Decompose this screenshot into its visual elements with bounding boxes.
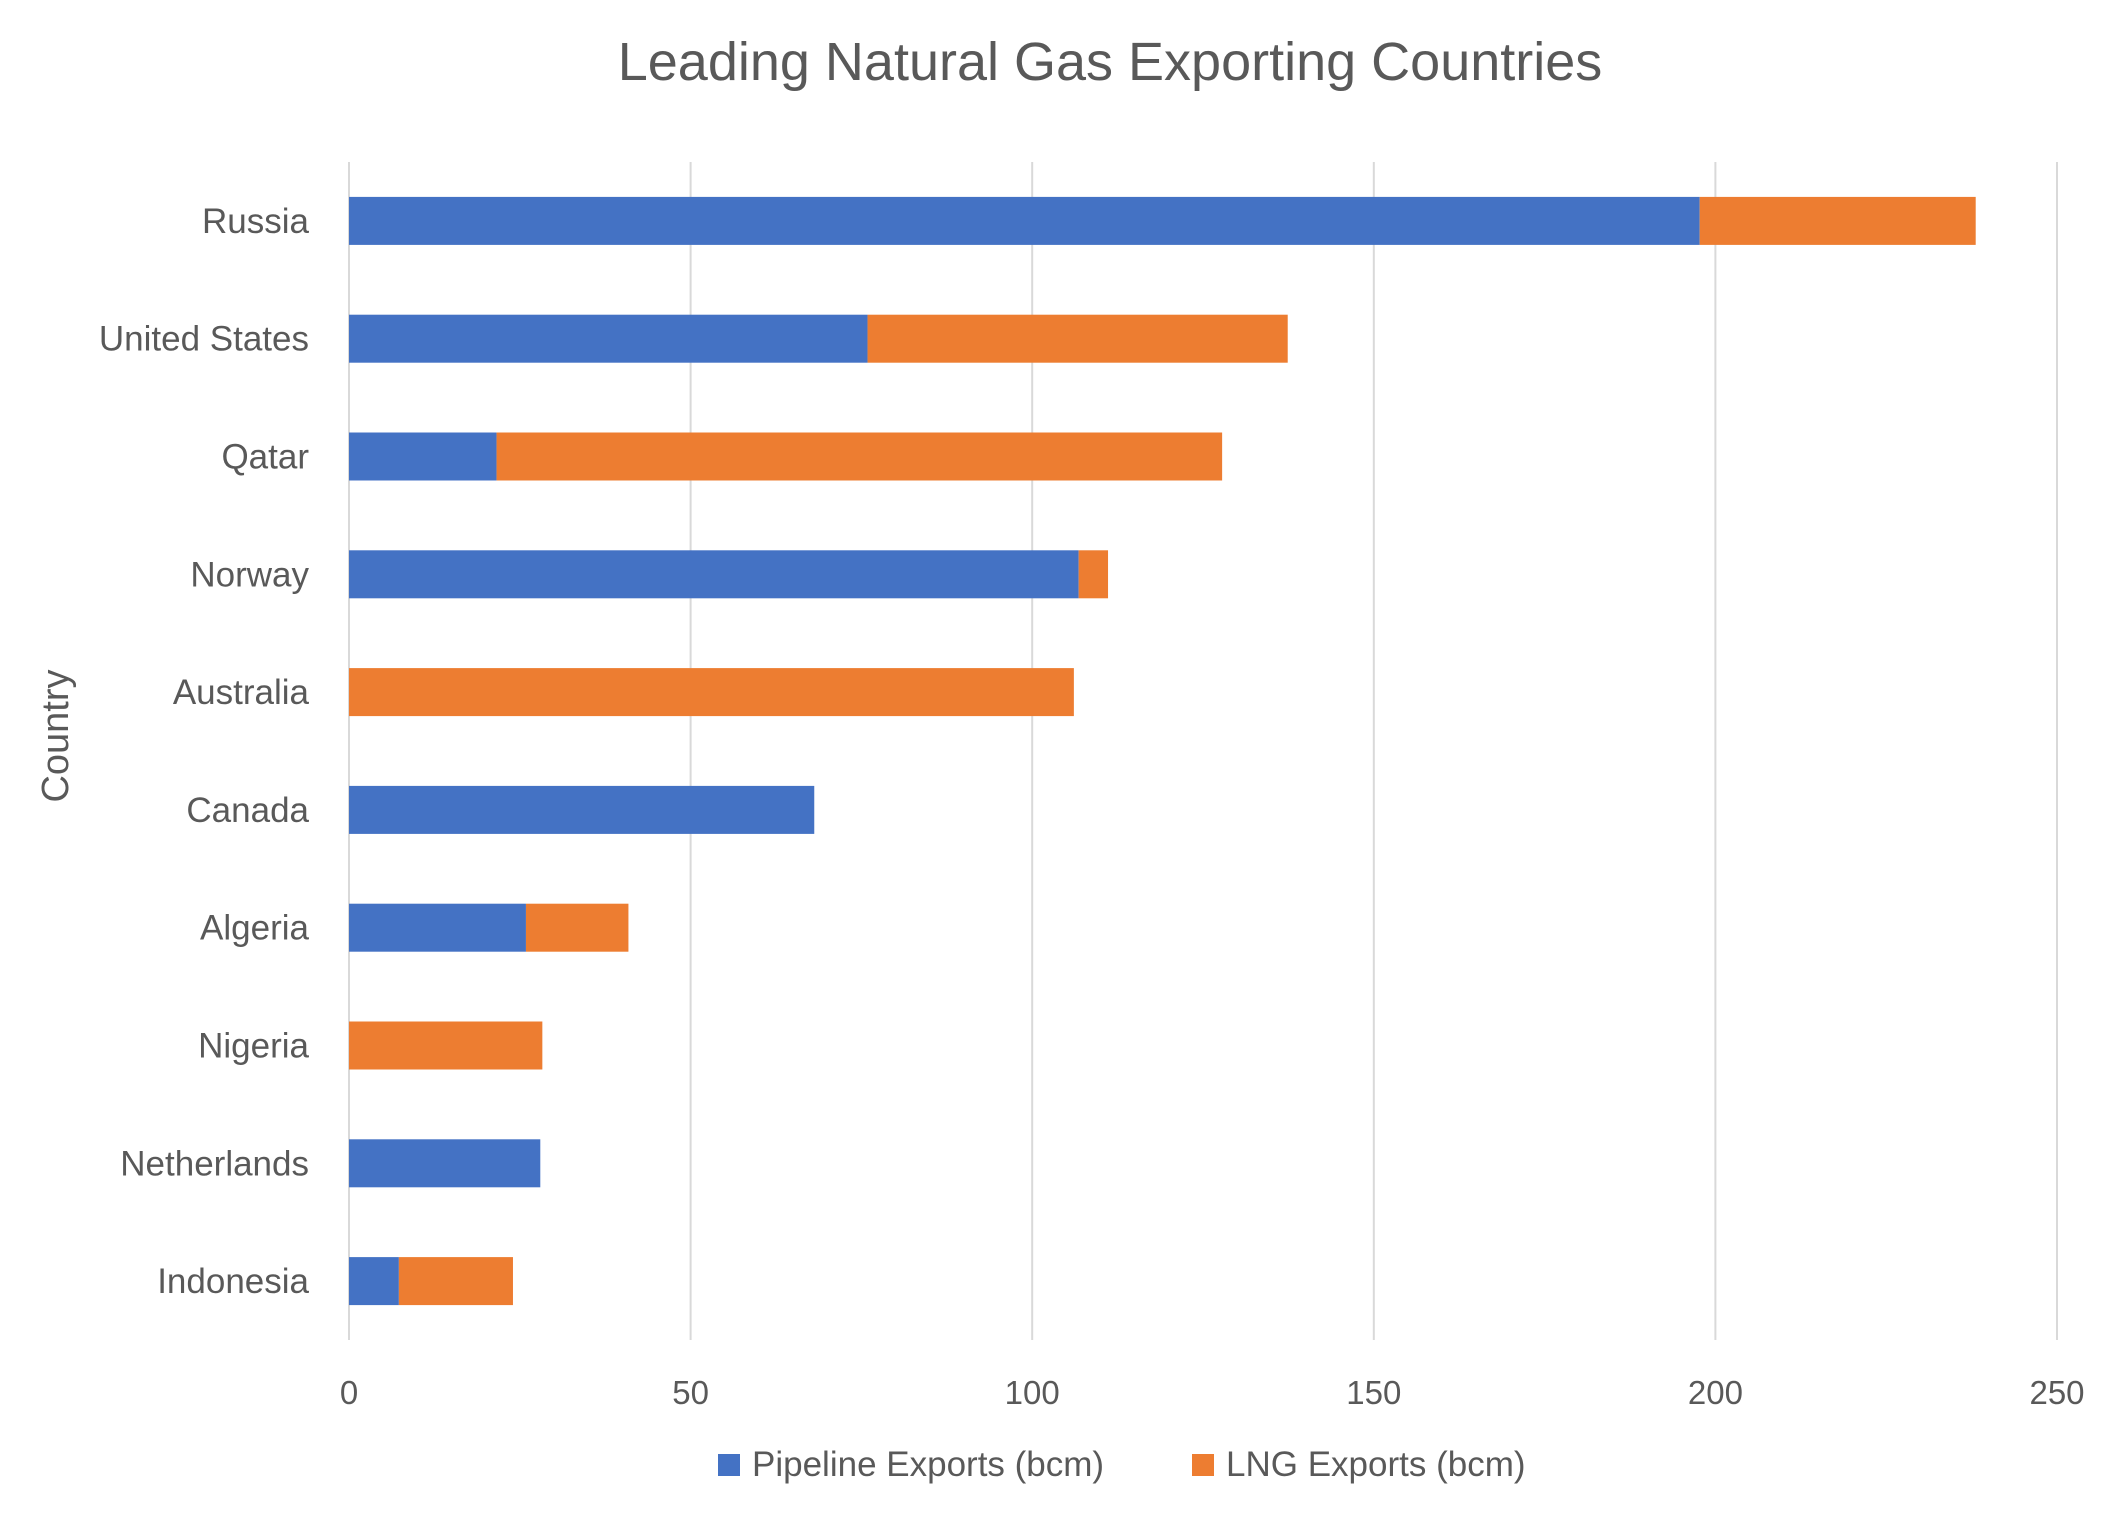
x-tick-label: 100 — [1005, 1374, 1060, 1411]
pipeline-bar-united-states — [349, 314, 868, 363]
legend-swatch — [1192, 1454, 1214, 1476]
pipeline-bar-qatar — [349, 432, 497, 481]
x-tick-label: 150 — [1346, 1374, 1401, 1411]
lng-bar-russia — [1699, 196, 1976, 245]
category-label: Canada — [186, 791, 309, 830]
x-tick-label: 50 — [672, 1374, 709, 1411]
pipeline-bar-indonesia — [349, 1257, 399, 1306]
legend-swatch — [718, 1454, 740, 1476]
lng-bar-algeria — [525, 903, 629, 952]
category-label: Netherlands — [120, 1144, 309, 1183]
y-axis-title: Country — [35, 669, 77, 802]
category-label: Norway — [190, 555, 309, 594]
x-tick-label: 200 — [1688, 1374, 1743, 1411]
x-tick-label: 250 — [2029, 1374, 2084, 1411]
x-tick-label: 0 — [340, 1374, 358, 1411]
category-label: Indonesia — [157, 1262, 309, 1301]
lng-bar-indonesia — [398, 1257, 513, 1306]
category-label: United States — [99, 320, 309, 359]
bars — [349, 196, 1976, 1306]
legend-label: LNG Exports (bcm) — [1226, 1445, 1526, 1484]
pipeline-bar-russia — [349, 196, 1700, 245]
pipeline-bar-norway — [349, 550, 1079, 599]
category-label: Qatar — [221, 438, 309, 477]
category-label: Algeria — [200, 909, 309, 948]
pipeline-bar-canada — [349, 785, 815, 834]
lng-bar-nigeria — [349, 1021, 543, 1070]
category-label: Nigeria — [198, 1027, 309, 1066]
legend: Pipeline Exports (bcm) LNG Exports (bcm) — [718, 1445, 1526, 1484]
lng-bar-norway — [1078, 550, 1109, 599]
category-label: Australia — [173, 673, 310, 712]
legend-label: Pipeline Exports (bcm) — [752, 1445, 1104, 1484]
pipeline-bar-algeria — [349, 903, 526, 952]
chart-title: Leading Natural Gas Exporting Countries — [618, 32, 1603, 92]
category-label: Russia — [202, 202, 310, 241]
x-tick-labels: 0 50 100 150 200 250 — [340, 1374, 2085, 1411]
category-labels: Russia United States Qatar Norway Australia C… — [99, 202, 310, 1301]
pipeline-bar-netherlands — [349, 1139, 541, 1188]
lng-bar-qatar — [496, 432, 1223, 481]
lng-bar-united-states — [867, 314, 1288, 363]
lng-bar-australia — [349, 668, 1074, 717]
